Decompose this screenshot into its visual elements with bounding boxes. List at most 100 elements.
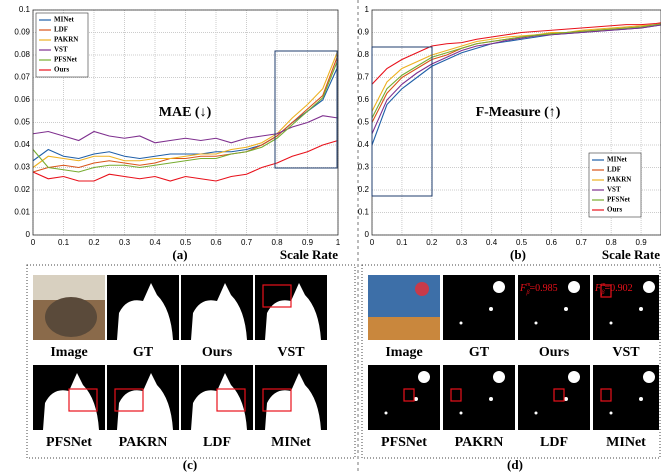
y-tick-label: 0 — [365, 230, 370, 239]
x-tick-label: 0.1 — [58, 238, 70, 247]
series-line — [32, 59, 339, 173]
score: Fm β=0.902 — [594, 282, 633, 296]
series-line — [372, 24, 661, 134]
caption: (a) — [172, 247, 187, 262]
highlight-box — [262, 388, 292, 412]
mask-shape — [265, 373, 321, 430]
legend-label: VST — [607, 186, 621, 194]
mask-shape — [191, 373, 247, 430]
x-axis-label: Scale Rate — [602, 247, 660, 262]
highlight-box — [600, 284, 612, 298]
legend-label: PFSNet — [54, 56, 78, 64]
x-tick-label: 0.8 — [271, 238, 283, 247]
series-line — [32, 54, 339, 173]
image-label: VST — [612, 345, 640, 360]
mask-shape — [414, 397, 418, 401]
x-tick-label: 0.5 — [180, 238, 192, 247]
y-tick-label: 0.2 — [358, 185, 370, 194]
image-label: LDF — [203, 435, 231, 450]
x-tick-label: 0.5 — [516, 238, 528, 247]
y-tick-label: 0.6 — [358, 95, 370, 104]
legend-label: Ours — [54, 66, 69, 74]
highlight-box — [553, 388, 565, 402]
mask-shape — [643, 371, 655, 383]
x-tick-label: 0.4 — [486, 238, 498, 247]
highlight-box — [450, 388, 462, 402]
series-line — [32, 139, 339, 182]
zoom-box — [371, 46, 433, 197]
series-line — [372, 24, 661, 146]
mask-shape — [489, 397, 493, 401]
x-tick-label: 0.7 — [576, 238, 588, 247]
mask-shape — [643, 281, 655, 293]
x-tick-label: 0 — [370, 238, 375, 247]
image-label: GT — [133, 345, 154, 360]
x-tick-label: 0.3 — [119, 238, 131, 247]
legend-label: MINet — [54, 16, 74, 24]
x-axis-label: Scale Rate — [280, 247, 338, 262]
y-tick-label: 0.05 — [14, 118, 30, 127]
mask-shape — [609, 321, 613, 325]
x-tick-label: 0 — [31, 238, 36, 247]
mask-shape — [384, 411, 388, 415]
y-tick-label: 0.4 — [358, 140, 370, 149]
image-detail — [415, 282, 429, 296]
x-tick-label: 0.8 — [606, 238, 618, 247]
mask-shape — [489, 307, 493, 311]
image-label: LDF — [540, 435, 568, 450]
y-tick-label: 0.02 — [14, 185, 30, 194]
image-label: GT — [469, 345, 490, 360]
y-tick-label: 0.5 — [358, 118, 370, 127]
mask-shape — [459, 321, 463, 325]
mask-shape — [534, 321, 538, 325]
image-detail — [45, 297, 97, 337]
image-label: PFSNet — [46, 435, 92, 450]
y-tick-label: 0.1 — [358, 208, 370, 217]
mask-shape — [568, 281, 580, 293]
axes-frame — [32, 9, 339, 236]
mask-shape — [564, 397, 568, 401]
highlight-box — [68, 388, 98, 412]
score-part: =0.985 — [529, 283, 557, 294]
mask-shape — [191, 283, 247, 340]
legend-label: PAKRN — [607, 176, 631, 184]
highlight-box — [262, 284, 292, 308]
y-tick-label: 0.03 — [14, 163, 30, 172]
legend-label: MINet — [607, 156, 627, 164]
x-tick-label: 0.4 — [149, 238, 161, 247]
score-part: m — [526, 282, 531, 288]
caption: (d) — [507, 457, 523, 472]
legend-label: LDF — [607, 166, 621, 174]
panel-border — [26, 264, 356, 459]
image-label: MINet — [606, 435, 646, 450]
series-line — [372, 23, 661, 119]
score-part: β — [600, 290, 604, 296]
image-label: VST — [277, 345, 305, 360]
legend-label: PAKRN — [54, 36, 78, 44]
y-tick-label: 0.1 — [19, 5, 31, 14]
image-label: Image — [50, 345, 87, 360]
mask-shape — [265, 283, 321, 340]
x-tick-label: 0.1 — [396, 238, 408, 247]
score-part: =0.902 — [604, 283, 632, 294]
image-label: PFSNet — [381, 435, 427, 450]
score-part: m — [601, 282, 606, 288]
legend-label: Ours — [607, 206, 622, 214]
legend-box — [35, 12, 89, 78]
y-tick-label: 0.08 — [14, 50, 30, 59]
mask-shape — [639, 397, 643, 401]
score-part: F — [594, 283, 602, 294]
image-label: PAKRN — [455, 435, 504, 450]
y-tick-label: 0 — [26, 230, 31, 239]
score-part: β — [525, 290, 529, 296]
annotation: MAE (↓) — [159, 105, 212, 120]
mask-shape — [493, 281, 505, 293]
image-detail — [368, 317, 440, 340]
image-label: PAKRN — [119, 435, 168, 450]
x-tick-label: 1 — [336, 238, 341, 247]
highlight-box — [114, 388, 144, 412]
mask-shape — [43, 373, 99, 430]
y-tick-label: 0.3 — [358, 163, 370, 172]
mask-shape — [493, 371, 505, 383]
x-tick-label: 0.6 — [546, 238, 558, 247]
